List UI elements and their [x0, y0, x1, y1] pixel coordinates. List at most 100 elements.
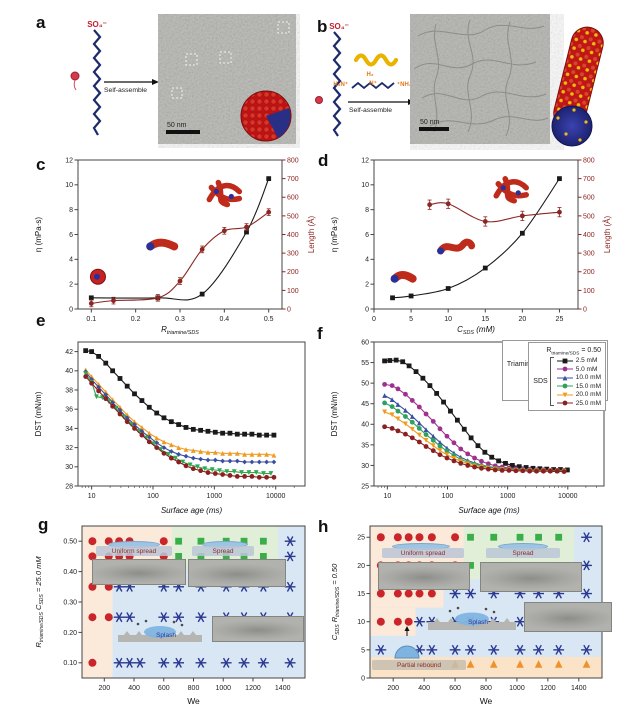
roi-box: [185, 53, 198, 66]
svg-text:200: 200: [387, 685, 399, 692]
so4-label: SO₄⁻: [329, 22, 349, 31]
svg-text:0.3: 0.3: [175, 316, 185, 323]
svg-text:Surface age (ms): Surface age (ms): [458, 506, 520, 515]
legend-title: Rtriamine/SDS = 0.50: [546, 347, 601, 357]
svg-text:200: 200: [583, 269, 595, 276]
svg-text:12: 12: [361, 157, 369, 164]
micelle-cross-section-model: [551, 105, 593, 147]
panel-letter-e: e: [36, 311, 46, 330]
probe-dot-icon: [70, 71, 80, 81]
svg-text:200: 200: [287, 269, 299, 276]
svg-text:CSDS​ Rtriamine/SDS​ = 0.50: CSDS​ Rtriamine/SDS​ = 0.50: [330, 563, 341, 640]
splash-drawing: [118, 619, 202, 642]
svg-text:1000: 1000: [509, 685, 525, 692]
panel-a-schematic: SO₄⁻ Self-assemble: [60, 16, 160, 148]
panel-b-schematic: SO₄⁻ H₂ H₃N⁺ N⁺ ⁺NH₃ Self-assemble: [312, 16, 418, 148]
svg-text:400: 400: [583, 232, 595, 239]
svg-text:10: 10: [88, 493, 96, 500]
svg-text:55: 55: [361, 360, 369, 367]
svg-text:28: 28: [65, 483, 73, 490]
svg-text:25: 25: [357, 535, 365, 542]
uniform-spread-label: Uniform spread: [96, 546, 172, 556]
micelle-core-wedge: [266, 108, 291, 138]
amine-left-label: H₃N⁺: [333, 81, 348, 88]
svg-text:38: 38: [65, 387, 73, 394]
svg-text:DST (mN/m): DST (mN/m): [34, 391, 43, 436]
panel-b-tem: 50 nm: [410, 14, 615, 150]
svg-text:10000: 10000: [266, 493, 286, 500]
spread-photo: [480, 562, 582, 592]
partial-rebound-label: Partial rebound: [372, 660, 466, 670]
splash-drawing: [428, 606, 516, 630]
svg-text:25: 25: [361, 483, 369, 490]
chart-g-phase-diagram-ratio: 200 400 600 800 1000 1200 1400 0.10 0.20 0.30 0.40…: [30, 518, 315, 708]
sds-molecule-drawing: SO₄⁻ Self-assemble: [70, 20, 159, 136]
svg-text:4: 4: [365, 257, 369, 264]
arrow-head-icon: [152, 79, 159, 85]
panel-letter-f: f: [317, 324, 323, 343]
svg-text:800: 800: [188, 685, 200, 692]
svg-text:15: 15: [481, 316, 489, 323]
alkyl-chain-zigzag: [92, 29, 102, 136]
svg-text:Length (Å): Length (Å): [603, 215, 612, 253]
chart-c-viscosity-vs-ratio: 0.1 0.2 0.3 0.4 0.5 0 2 4 6 8 10 12 0 100 200 300 400 500…: [30, 152, 318, 335]
tem-image-spheres: 50 nm: [158, 14, 296, 144]
svg-text:Length (Å): Length (Å): [307, 215, 316, 253]
svg-text:1000: 1000: [500, 493, 516, 500]
legend-entry: 2.5 mM: [556, 356, 601, 365]
svg-text:25: 25: [556, 316, 564, 323]
svg-text:100: 100: [147, 493, 159, 500]
svg-text:8: 8: [69, 207, 73, 214]
svg-text:60: 60: [361, 339, 369, 346]
svg-text:10000: 10000: [558, 493, 578, 500]
probe-tail: [73, 79, 77, 91]
svg-text:10: 10: [357, 619, 365, 626]
svg-text:45: 45: [361, 401, 369, 408]
legend-bracket: [549, 357, 554, 407]
svg-text:34: 34: [65, 426, 73, 433]
svg-text:0.40: 0.40: [63, 569, 77, 576]
svg-text:0.30: 0.30: [63, 599, 77, 606]
panel-a-tem: 50 nm: [158, 14, 300, 148]
svg-text:20: 20: [357, 563, 365, 570]
legend-entry: 25.0 mM: [556, 399, 601, 408]
splash-cartoon: [116, 618, 204, 649]
svg-text:10: 10: [65, 182, 73, 189]
panel-letter-d: d: [318, 151, 329, 170]
chart-e-dst-triamine-ratio: 10 100 1000 10000 28 30 32 34 36 38 40 42 Surface ag…: [30, 336, 315, 516]
svg-text:10: 10: [361, 182, 369, 189]
svg-text:12: 12: [65, 157, 73, 164]
uniform-spread-photo: [92, 559, 186, 585]
svg-text:0: 0: [287, 306, 291, 313]
svg-text:0.5: 0.5: [264, 316, 274, 323]
panel-letter-a: a: [36, 13, 46, 32]
legend-entry: 15.0 mM: [556, 382, 601, 391]
splash-label: Splash: [468, 619, 488, 626]
svg-text:6: 6: [365, 232, 369, 239]
svg-text:0.1: 0.1: [86, 316, 96, 323]
svg-text:0: 0: [583, 306, 587, 313]
svg-text:10: 10: [444, 316, 452, 323]
roi-box: [277, 21, 290, 34]
panel-letter-g: g: [38, 515, 49, 534]
micelle-headgroup-dots: [556, 108, 588, 142]
svg-text:4: 4: [69, 257, 73, 264]
svg-text:600: 600: [449, 685, 461, 692]
svg-text:40: 40: [361, 422, 369, 429]
svg-text:0.2: 0.2: [131, 316, 141, 323]
svg-text:DST (mN/m): DST (mN/m): [330, 391, 339, 436]
svg-text:20: 20: [518, 316, 526, 323]
svg-text:800: 800: [287, 157, 299, 164]
uniform-spread-photo: [378, 562, 470, 590]
scalebar-label: 50 nm: [167, 122, 187, 129]
svg-text:200: 200: [98, 685, 110, 692]
svg-text:30: 30: [65, 464, 73, 471]
so4-label: SO₄⁻: [87, 20, 107, 29]
svg-text:1200: 1200: [245, 685, 261, 692]
svg-text:We: We: [187, 696, 200, 706]
splash-cartoon: [426, 604, 518, 637]
svg-text:2: 2: [69, 282, 73, 289]
legend-entry: 20.0 mM: [556, 390, 601, 399]
svg-text:We: We: [480, 696, 493, 706]
amine-backbone-zigzag: [351, 81, 395, 90]
